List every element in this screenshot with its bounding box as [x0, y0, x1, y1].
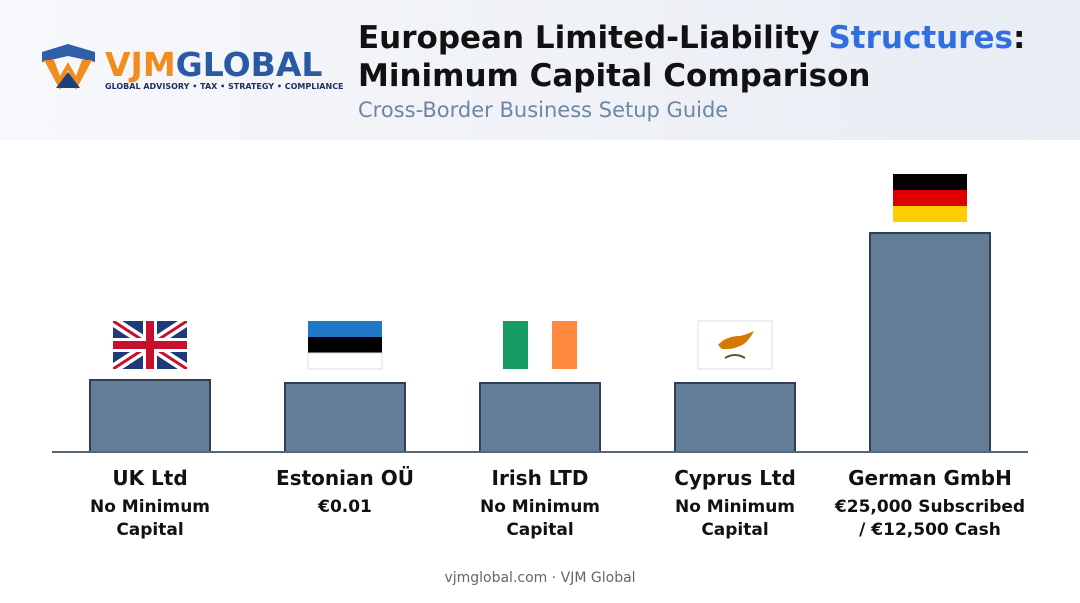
item-detail: / €12,500 Cash — [859, 520, 1001, 540]
logo-icon — [42, 44, 95, 90]
item-detail: €25,000 Subscribed — [834, 497, 1025, 517]
bar — [674, 382, 796, 453]
logo-part: GLOBAL — [176, 45, 323, 84]
title: European Limited-Liability Structures: — [358, 20, 1025, 56]
bar — [284, 382, 406, 453]
flag-uk — [113, 321, 187, 369]
item-name: Irish LTD — [492, 466, 589, 490]
item-detail: Capital — [701, 520, 768, 540]
labels: UK Ltd No Minimum Capital Estonian OÜ €0.01 I… — [90, 466, 1025, 540]
item-detail: No Minimum — [90, 497, 210, 517]
item-name: Estonian OÜ — [276, 466, 414, 490]
flag-ireland — [503, 321, 577, 369]
title: Minimum Capital Comparison — [358, 58, 870, 94]
item-name: German GmbH — [848, 466, 1012, 490]
header-band — [0, 0, 1080, 140]
title-part: European Limited-Liability — [358, 20, 819, 56]
logo-part: VJM — [105, 45, 176, 84]
item-detail: No Minimum — [480, 497, 600, 517]
bars — [89, 232, 991, 453]
flag-germany — [893, 174, 967, 222]
flag-cyprus — [697, 320, 773, 370]
title-highlight: Structures — [828, 20, 1013, 56]
logo-tagline: GLOBAL ADVISORY • TAX • STRATEGY • COMPL… — [105, 82, 344, 91]
item-name: UK Ltd — [112, 466, 187, 490]
item-detail: No Minimum — [675, 497, 795, 517]
footer: vjmglobal.com · VJM Global — [444, 570, 635, 586]
logo-text: VJMGLOBAL — [105, 45, 322, 84]
bar — [89, 379, 211, 453]
flag-estonia — [307, 321, 383, 370]
subtitle: Cross-Border Business Setup Guide — [358, 98, 728, 122]
bar — [869, 232, 991, 453]
item-name: Cyprus Ltd — [674, 466, 796, 490]
item-detail: €0.01 — [317, 497, 372, 517]
item-detail: Capital — [116, 520, 183, 540]
title-part: : — [1013, 20, 1025, 56]
bar — [479, 382, 601, 453]
item-detail: Capital — [506, 520, 573, 540]
